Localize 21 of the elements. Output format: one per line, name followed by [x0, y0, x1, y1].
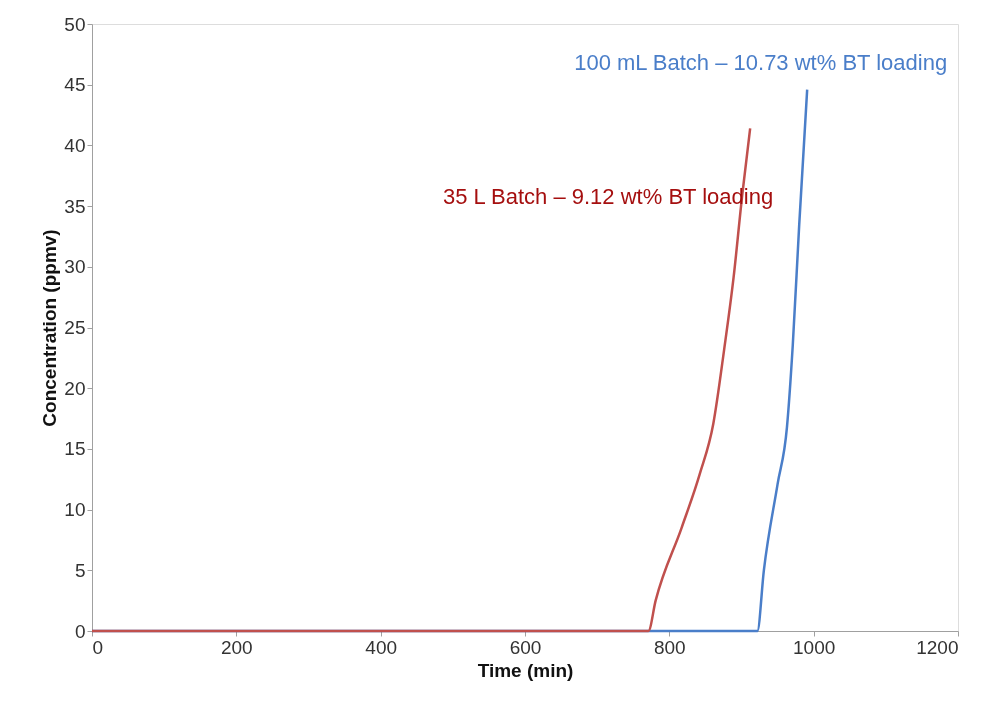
x-tick-label: 1000	[793, 636, 836, 658]
y-tick-label: 40	[64, 134, 86, 156]
y-axis-title: Concentration (ppmv)	[39, 229, 61, 427]
y-tick-label: 25	[64, 317, 86, 338]
x-axis-title: Time (min)	[477, 659, 574, 681]
y-tick-label: 45	[64, 74, 86, 96]
x-tick-label: 200	[220, 636, 253, 658]
y-tick-label: 15	[64, 438, 86, 460]
y-tick-label: 5	[74, 559, 86, 581]
y-tick-label: 10	[64, 499, 86, 521]
x-tick-label: 1200	[916, 636, 959, 658]
y-tick-label: 35	[64, 195, 86, 217]
y-tick-label: 30	[64, 256, 86, 278]
y-tick-label: 0	[74, 620, 86, 642]
x-tick-label: 600	[509, 636, 542, 658]
x-tick-label: 800	[653, 636, 686, 658]
y-tick-label: 50	[64, 13, 86, 35]
text: 100 mL Batch – 10.73 wt% BT loading	[574, 49, 948, 75]
x-tick-label: 0	[92, 636, 104, 658]
x-tick-label: 400	[365, 636, 398, 658]
y-tick-label: 20	[64, 377, 86, 399]
